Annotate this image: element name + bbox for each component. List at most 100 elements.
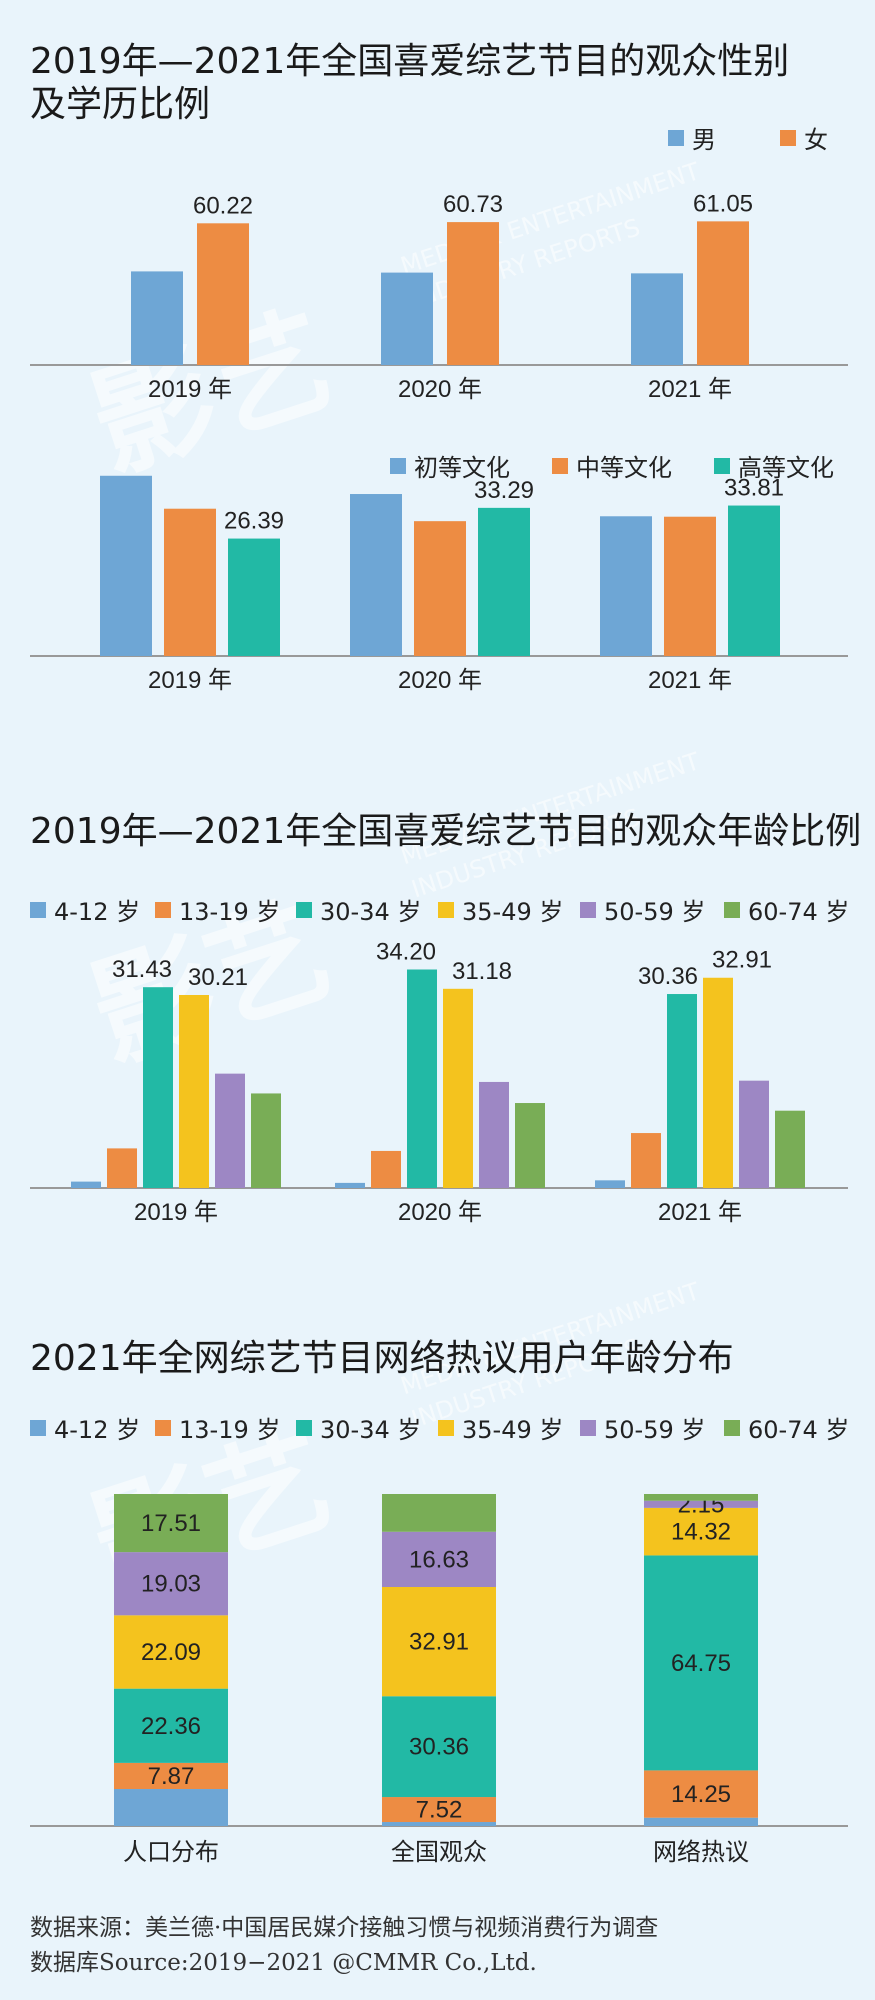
stacked-segment-label: 14.25 <box>671 1781 731 1808</box>
chart-4-title: 2021年全网综艺节目网络热议用户年龄分布 <box>30 1338 734 1379</box>
education-legend-label: 高等文化 <box>738 454 834 482</box>
age-legend-label: 35-49 岁 <box>462 898 563 926</box>
stacked-segment-label: 22.36 <box>141 1713 201 1740</box>
age-bar <box>479 1081 509 1188</box>
age-bar <box>71 1181 101 1188</box>
stacked-segment-label: 7.87 <box>148 1763 195 1790</box>
age-tick-label: 2021 年 <box>658 1199 742 1226</box>
stacked-segment-label: 7.52 <box>416 1797 463 1824</box>
age-legend-swatch <box>155 902 171 918</box>
age-tick-label: 2020 年 <box>398 1199 482 1226</box>
age-data-label: 31.43 <box>112 956 172 983</box>
gender-legend-swatch <box>780 130 796 146</box>
gender-bar <box>447 222 499 365</box>
education-bar <box>478 507 530 656</box>
stacked-segment <box>382 1696 496 1798</box>
stacked-legend-swatch <box>438 1420 454 1436</box>
stacked-tick-label: 人口分布 <box>123 1839 219 1866</box>
stacked-segment <box>644 1770 758 1818</box>
age-legend-label: 60-74 岁 <box>748 898 849 926</box>
stacked-segment <box>114 1688 228 1763</box>
gender-legend-label: 女 <box>804 126 828 154</box>
stacked-segment <box>382 1822 496 1826</box>
age-tick-label: 2019 年 <box>134 1199 218 1226</box>
age-data-label: 32.91 <box>712 947 772 974</box>
education-data-label: 33.29 <box>474 477 534 504</box>
chart-3: 31.43 30.21 2019 年 34.20 31.18 2020 年 30.36 32.… <box>30 898 849 1226</box>
age-legend-swatch <box>580 902 596 918</box>
gender-bar <box>381 272 433 365</box>
education-bar <box>600 516 652 656</box>
stacked-legend-swatch <box>155 1420 171 1436</box>
age-bar <box>371 1150 401 1188</box>
gender-bar <box>631 273 683 365</box>
stacked-tick-label: 全国观众 <box>391 1839 487 1866</box>
gender-tick-label: 2019 年 <box>148 376 232 403</box>
stacked-legend-swatch <box>580 1420 596 1436</box>
chart-1-title-line-2: 及学历比例 <box>30 84 210 125</box>
age-legend-swatch <box>438 902 454 918</box>
chart-2: 26.39 2019 年 33.29 2020 年 33.81 2021 年 初等文化 中等文… <box>30 454 848 694</box>
gender-tick-label: 2020 年 <box>398 376 482 403</box>
stacked-segment-label: 22.09 <box>141 1639 201 1666</box>
stacked-segment <box>382 1531 496 1587</box>
age-bar <box>143 987 173 1188</box>
stacked-segment <box>114 1762 228 1790</box>
stacked-legend-swatch <box>30 1420 46 1436</box>
charts-layer: 60.22 2019 年 60.73 2020 年 61.05 2021 年 男 女 26.39… <box>30 126 849 1866</box>
education-legend-swatch <box>390 458 406 474</box>
gender-bar <box>697 221 749 365</box>
age-data-label: 34.20 <box>376 939 436 966</box>
age-bar <box>631 1133 661 1188</box>
age-bar <box>739 1080 769 1188</box>
education-bar <box>728 505 780 656</box>
education-bar <box>350 494 402 656</box>
age-bar <box>443 988 473 1188</box>
age-legend-label: 50-59 岁 <box>604 898 705 926</box>
education-data-label: 26.39 <box>224 508 284 535</box>
stacked-segment <box>382 1494 496 1532</box>
age-bar <box>107 1148 137 1188</box>
source-line-2: 数据库Source:2019−2021 @CMMR Co.,Ltd. <box>30 1950 537 1976</box>
age-bar <box>179 994 209 1188</box>
stacked-segment-label: 16.63 <box>409 1546 469 1573</box>
stacked-segment <box>382 1797 496 1823</box>
education-bar <box>414 521 466 656</box>
stacked-legend-swatch <box>724 1420 740 1436</box>
education-bar <box>164 508 216 656</box>
stacked-segment <box>114 1615 228 1689</box>
stacked-legend-label: 13-19 岁 <box>179 1416 280 1444</box>
education-legend-swatch <box>552 458 568 474</box>
gender-legend-swatch <box>668 130 684 146</box>
stacked-segment <box>114 1494 228 1553</box>
age-data-label: 31.18 <box>452 958 512 985</box>
gender-legend-label: 男 <box>692 126 716 154</box>
stacked-legend-label: 35-49 岁 <box>462 1416 563 1444</box>
gender-data-label: 60.22 <box>193 192 253 219</box>
gender-bar <box>197 223 249 365</box>
age-legend-label: 4-12 岁 <box>54 898 140 926</box>
stacked-legend-label: 50-59 岁 <box>604 1416 705 1444</box>
stacked-legend-label: 60-74 岁 <box>748 1416 849 1444</box>
stacked-segment-label: 17.51 <box>141 1510 201 1537</box>
gender-data-label: 61.05 <box>693 190 753 217</box>
chart-3-title: 2019年—2021年全国喜爱综艺节目的观众年龄比例 <box>30 811 861 852</box>
education-bar <box>228 538 280 656</box>
stacked-segment <box>382 1586 496 1697</box>
stacked-tick-label: 网络热议 <box>653 1839 749 1866</box>
education-tick-label: 2019 年 <box>148 667 232 694</box>
age-legend-swatch <box>724 902 740 918</box>
stacked-segment <box>114 1552 228 1616</box>
gender-tick-label: 2021 年 <box>648 376 732 403</box>
chart-4: 7.87 22.36 22.09 19.03 17.51 人口分布 7.52 30.36 32.… <box>30 1416 849 1866</box>
age-bar <box>595 1180 625 1188</box>
stacked-legend-label: 4-12 岁 <box>54 1416 140 1444</box>
age-bar <box>335 1182 365 1188</box>
age-legend-swatch <box>296 902 312 918</box>
stacked-segment <box>114 1789 228 1826</box>
age-bar <box>251 1093 281 1188</box>
stacked-segment-label: 14.32 <box>671 1519 731 1546</box>
education-data-label: 33.81 <box>724 475 784 502</box>
stacked-segment <box>644 1494 758 1501</box>
chart-1-title-line-1: 2019年—2021年全国喜爱综艺节目的观众性别 <box>30 41 789 82</box>
